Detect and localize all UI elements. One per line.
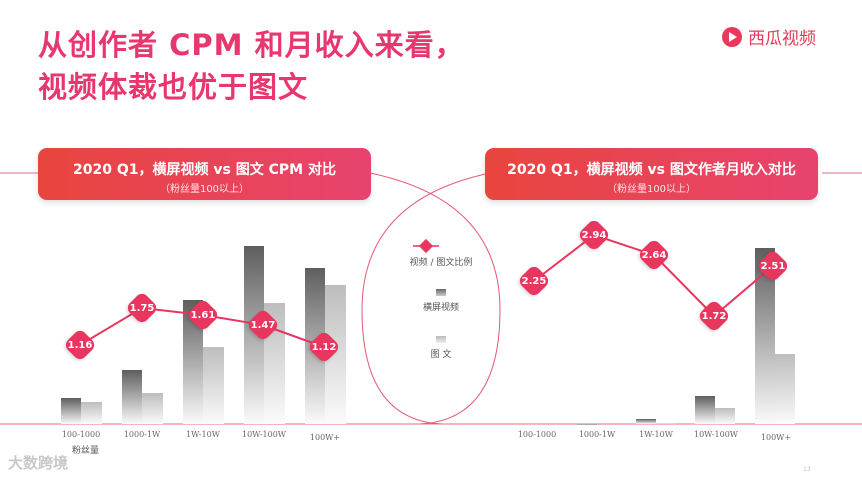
- light-swatch-icon: [436, 336, 446, 343]
- x-tick-label: 1000-1W: [123, 430, 161, 439]
- x-tick-label: 10W-100W: [241, 430, 287, 439]
- play-logo-icon: [722, 26, 742, 47]
- x-axis-title: 粉丝量: [72, 446, 100, 456]
- left-ratio-point: 1.61: [186, 298, 220, 332]
- x-tick-label: 100W+: [760, 433, 792, 442]
- brand-logo: 西瓜视频: [722, 24, 816, 49]
- x-tick-label: 1W-10W: [639, 430, 673, 439]
- x-tick-label: 1W-10W: [186, 430, 220, 439]
- x-tick-label: 1000-1W: [578, 430, 616, 439]
- legend-text: 图 文: [396, 336, 486, 360]
- x-tick-label: 100W+: [309, 433, 341, 442]
- page-title: 从创作者 CPM 和月收入来看， 视频体裁也优于图文: [38, 24, 465, 108]
- dark-swatch-icon: [436, 289, 446, 296]
- right-ratio-point: 2.64: [637, 238, 671, 272]
- right-chart-subtitle: （粉丝量100以上）: [606, 184, 697, 195]
- legend-ratio: 视频 / 图文比例: [409, 258, 473, 268]
- title-line-1: 从创作者 CPM 和月收入来看，: [38, 28, 465, 62]
- logo-text: 西瓜视频: [748, 29, 816, 49]
- right-ratio-point: 2.51: [756, 249, 790, 283]
- right-ratio-point: 2.25: [517, 264, 551, 298]
- right-ratio-point: 2.94: [577, 218, 611, 252]
- x-tick-label: 100-1000: [517, 430, 557, 439]
- left-ratio-point: 1.12: [307, 330, 341, 364]
- title-line-2: 视频体裁也优于图文: [38, 70, 309, 104]
- legend-video: 横屏视频: [396, 289, 486, 313]
- x-tick-label: 10W-100W: [693, 430, 739, 439]
- left-ratio-point: 1.47: [246, 308, 280, 342]
- left-chart-header: 2020 Q1，横屏视频 vs 图文 CPM 对比 （粉丝量100以上）: [38, 148, 371, 200]
- left-chart-subtitle: （粉丝量100以上）: [159, 184, 250, 195]
- right-ratio-point: 1.72: [697, 299, 731, 333]
- page-number: 13: [803, 466, 811, 473]
- left-ratio-point: 1.16: [63, 328, 97, 362]
- left-ratio-point: 1.75: [125, 291, 159, 325]
- right-chart-header: 2020 Q1，横屏视频 vs 图文作者月收入对比 （粉丝量100以上）: [485, 148, 818, 200]
- left-chart-title: 2020 Q1，横屏视频 vs 图文 CPM 对比: [73, 162, 336, 178]
- x-tick-label: 100-1000: [61, 430, 101, 439]
- watermark: 大数跨境: [8, 454, 69, 472]
- right-chart-title: 2020 Q1，横屏视频 vs 图文作者月收入对比: [507, 162, 796, 178]
